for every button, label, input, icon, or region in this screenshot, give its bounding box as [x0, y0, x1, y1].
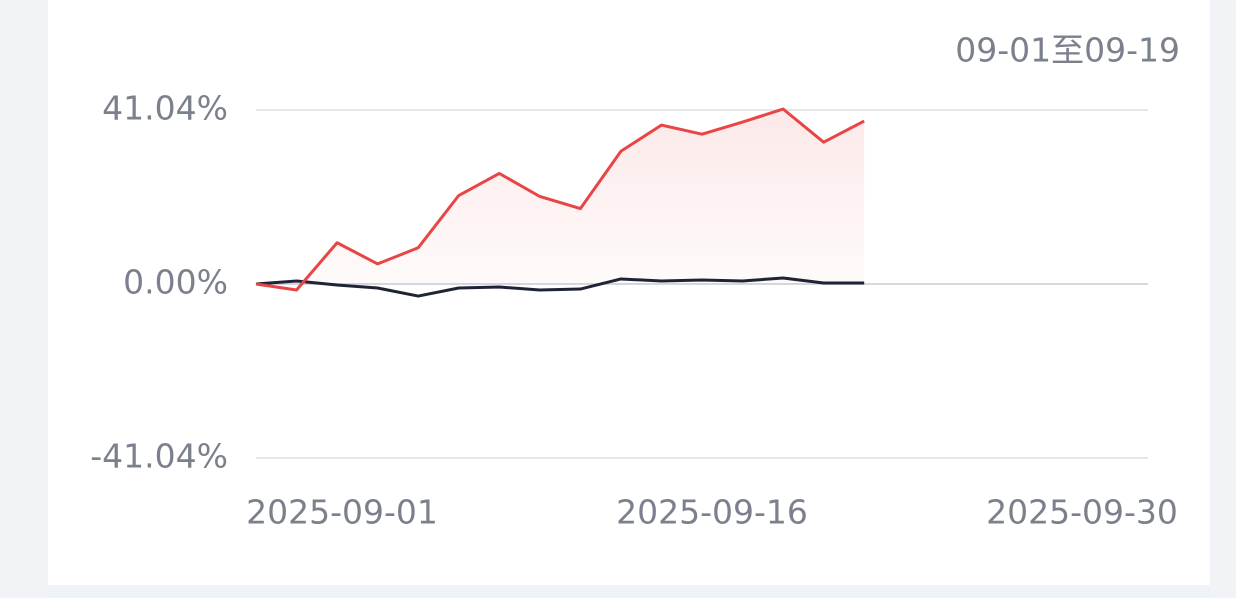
y-tick-label: 41.04%	[102, 89, 228, 128]
y-tick-label: 0.00%	[123, 263, 228, 302]
area	[256, 109, 865, 291]
y-tick-label: -41.04%	[90, 437, 228, 476]
x-tick-label: 2025-09-30	[986, 493, 1178, 532]
line	[255, 107, 865, 292]
range-label: 09-01至09-19	[955, 31, 1180, 70]
x-tick-label: 2025-09-16	[616, 493, 808, 532]
line	[255, 276, 865, 298]
next-card	[48, 589, 1210, 598]
card	[48, 0, 1210, 585]
x-tick-label: 2025-09-01	[246, 493, 438, 532]
